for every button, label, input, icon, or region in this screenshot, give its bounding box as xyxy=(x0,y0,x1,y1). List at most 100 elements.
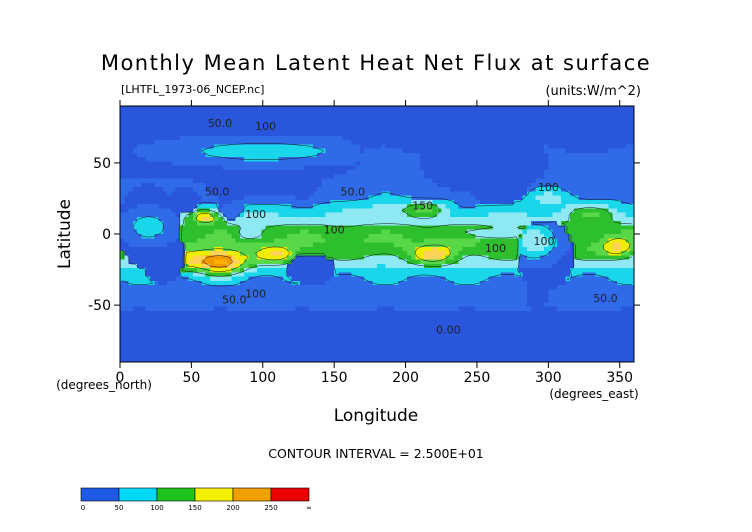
flux-cell xyxy=(616,195,622,200)
flux-cell xyxy=(132,114,138,119)
flux-cell xyxy=(317,204,322,209)
flux-cell xyxy=(184,106,189,111)
flux-cell xyxy=(252,229,258,235)
flux-cell xyxy=(282,208,288,213)
flux-cell xyxy=(509,216,515,222)
flux-cell xyxy=(227,216,232,222)
flux-cell xyxy=(501,246,506,252)
flux-cell xyxy=(449,234,455,239)
flux-cell xyxy=(141,238,146,243)
flux-cell xyxy=(604,216,609,222)
flux-cell xyxy=(496,276,502,282)
flux-cell xyxy=(454,195,459,200)
flux-cell xyxy=(162,157,168,162)
flux-cell xyxy=(248,135,253,141)
flux-cell xyxy=(162,110,168,115)
flux-cell xyxy=(282,280,288,286)
flux-cell xyxy=(535,204,540,209)
flux-cell xyxy=(321,204,326,209)
flux-cell xyxy=(222,127,228,132)
flux-cell xyxy=(548,135,553,141)
flux-cell xyxy=(158,131,163,136)
flux-cell xyxy=(179,187,185,192)
flux-cell xyxy=(355,178,360,183)
flux-cell xyxy=(274,148,279,154)
flux-cell xyxy=(188,170,193,175)
flux-cell xyxy=(629,110,634,115)
flux-cell xyxy=(599,246,605,252)
flux-cell xyxy=(295,178,300,183)
flux-cell xyxy=(214,123,219,128)
flux-cell xyxy=(282,174,288,179)
flux-cell xyxy=(342,221,348,226)
flux-cell xyxy=(222,131,228,136)
flux-cell xyxy=(458,131,463,136)
flux-cell xyxy=(389,216,395,222)
flux-cell xyxy=(227,127,232,132)
flux-cell xyxy=(179,212,185,218)
flux-cell xyxy=(578,251,583,256)
flux-cell xyxy=(445,174,450,179)
flux-cell xyxy=(385,242,390,247)
flux-cell xyxy=(175,268,181,273)
flux-cell xyxy=(145,242,151,247)
flux-cell xyxy=(441,157,446,162)
flux-cell xyxy=(227,280,232,286)
flux-cell xyxy=(257,165,262,171)
flux-cell xyxy=(274,106,279,111)
flux-cell xyxy=(312,135,318,141)
flux-cell xyxy=(565,225,570,230)
flux-cell xyxy=(432,152,438,158)
flux-cell xyxy=(222,157,228,162)
flux-cell xyxy=(321,152,326,158)
flux-cell xyxy=(496,195,502,200)
flux-cell xyxy=(325,251,330,256)
flux-cell xyxy=(329,246,335,252)
flux-cell xyxy=(625,140,630,145)
flux-cell xyxy=(625,221,630,226)
flux-cell xyxy=(389,204,395,209)
flux-cell xyxy=(334,259,339,264)
flux-cell xyxy=(604,165,609,171)
flux-cell xyxy=(406,234,412,239)
flux-cell xyxy=(518,170,523,175)
flux-cell xyxy=(445,259,450,264)
flux-cell xyxy=(141,114,146,119)
flux-cell xyxy=(205,216,211,222)
flux-cell xyxy=(364,251,369,256)
flux-cell xyxy=(171,135,176,141)
flux-cell xyxy=(381,174,386,179)
flux-cell xyxy=(385,204,390,209)
flux-cell xyxy=(154,195,159,200)
flux-cell xyxy=(381,170,386,175)
flux-cell xyxy=(218,208,223,213)
flux-cell xyxy=(578,216,583,222)
flux-cell xyxy=(312,229,318,235)
flux-cell xyxy=(342,268,348,273)
flux-cell xyxy=(175,199,181,205)
flux-cell xyxy=(269,127,275,132)
flux-cell xyxy=(595,255,600,260)
flux-cell xyxy=(257,182,262,188)
flux-cell xyxy=(274,178,279,183)
flux-cell xyxy=(406,242,412,247)
flux-cell xyxy=(265,170,270,175)
flux-cell xyxy=(261,135,266,141)
flux-cell xyxy=(565,246,570,252)
flux-cell xyxy=(368,276,373,282)
flux-cell xyxy=(578,148,583,154)
flux-cell xyxy=(445,182,450,188)
flux-cell xyxy=(321,144,326,149)
flux-cell xyxy=(424,208,429,213)
flux-cell xyxy=(312,165,318,171)
flux-cell xyxy=(197,140,202,145)
flux-cell xyxy=(509,127,515,132)
flux-cell xyxy=(394,263,399,269)
flux-cell xyxy=(299,165,305,171)
flux-cell xyxy=(167,225,172,230)
flux-cell xyxy=(552,178,557,183)
flux-cell xyxy=(599,152,605,158)
flux-cell xyxy=(484,152,489,158)
flux-cell xyxy=(531,106,536,111)
flux-cell xyxy=(484,191,489,196)
